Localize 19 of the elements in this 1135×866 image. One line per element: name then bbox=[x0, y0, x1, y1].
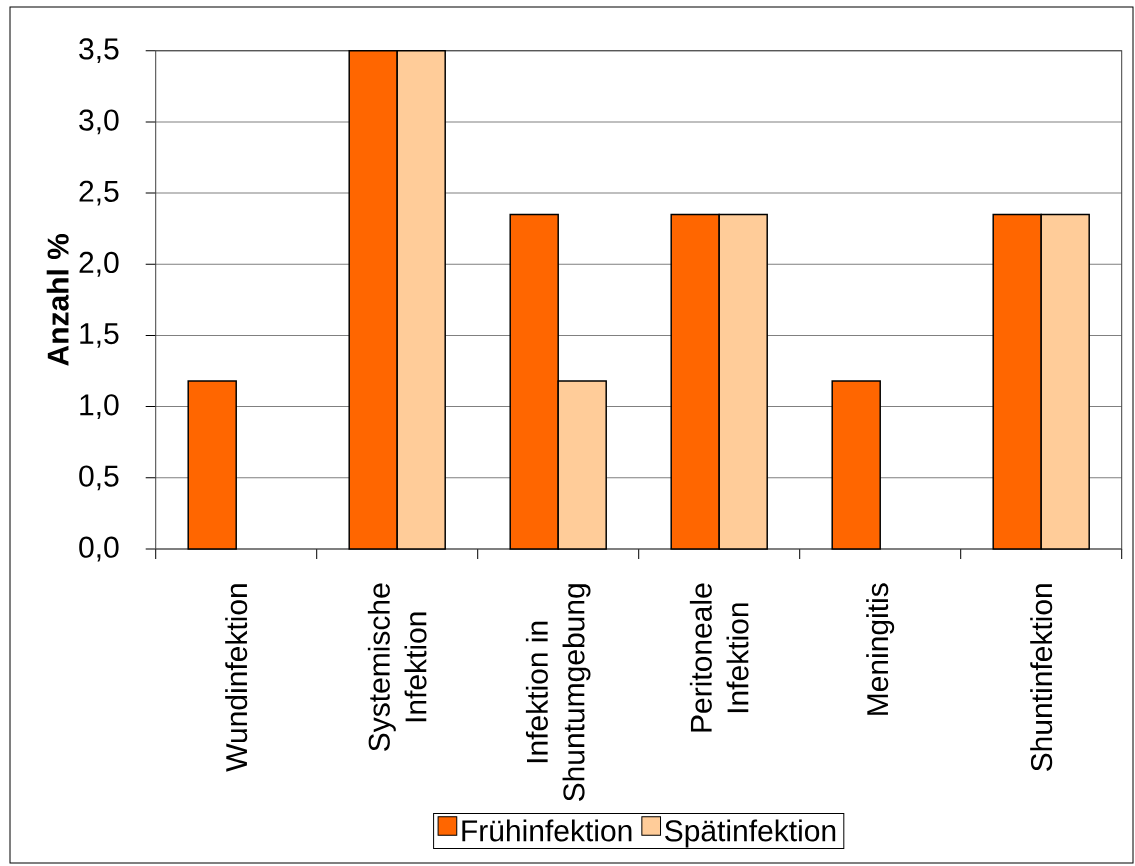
bar bbox=[187, 380, 237, 550]
x-tick-label: Shuntinfektion bbox=[1030, 584, 1053, 772]
y-tick-label: 0,0 bbox=[79, 536, 119, 562]
x-tick-label: Meningitis bbox=[866, 583, 895, 715]
x-tick-label: Infektion in Shuntumgebung bbox=[525, 584, 591, 802]
y-tick-label: 0,5 bbox=[79, 465, 119, 491]
y-tick-label: 1,5 bbox=[80, 323, 119, 348]
y-tick-label: 3,5 bbox=[79, 38, 119, 64]
x-tick-label: Peritoneale Infektion bbox=[689, 583, 749, 732]
legend-label: Spätinfektion bbox=[665, 819, 836, 848]
y-tick-label: 3,0 bbox=[79, 109, 119, 135]
legend-label: Frühinfektion bbox=[462, 819, 632, 842]
y-tick-label: 2,5 bbox=[79, 180, 119, 206]
y-tick-label: 2,0 bbox=[79, 251, 119, 277]
y-tick-label: 1,0 bbox=[80, 394, 119, 420]
x-tick-label: Systemische Infektion bbox=[367, 583, 427, 751]
y-axis-title: Anzahl % bbox=[46, 233, 69, 366]
bar bbox=[831, 380, 881, 550]
x-tick-label: Wundinfektion bbox=[225, 584, 248, 772]
